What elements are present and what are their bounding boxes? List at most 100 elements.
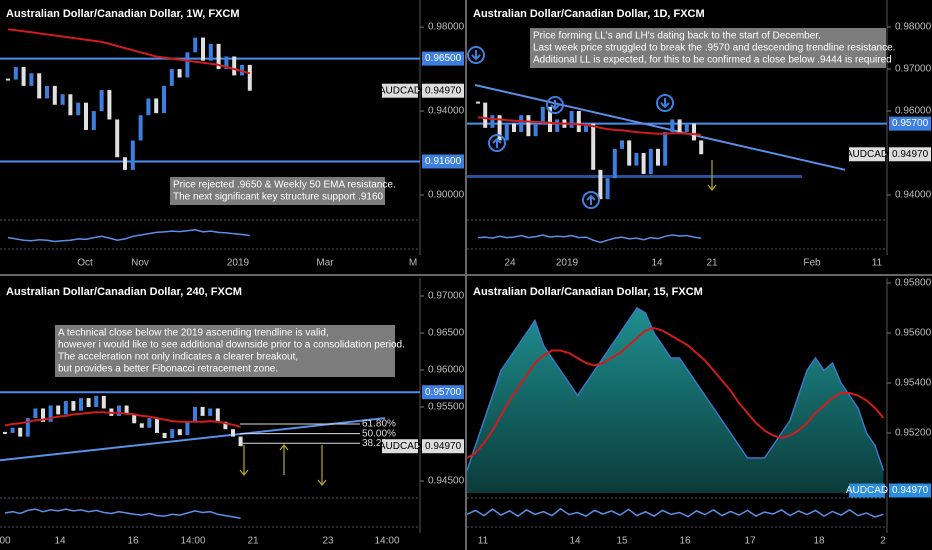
candle bbox=[598, 169, 603, 200]
annotation-text: however i would like to see additional d… bbox=[58, 340, 405, 351]
x-tick-label: 15 bbox=[616, 536, 628, 547]
level-label: 0.95700 bbox=[892, 118, 929, 129]
candle bbox=[162, 432, 167, 439]
candle bbox=[56, 405, 61, 415]
y-tick-label: 0.94000 bbox=[428, 106, 465, 117]
symbol-label: AUDCAD bbox=[379, 85, 421, 96]
candle bbox=[208, 43, 213, 61]
x-tick-label: 21 bbox=[247, 536, 259, 547]
level-label: 0.96500 bbox=[425, 53, 462, 64]
candle bbox=[33, 408, 38, 419]
oscillator-line bbox=[466, 507, 884, 518]
y-tick-label: 0.96000 bbox=[895, 106, 932, 117]
last-price-label: 0.94970 bbox=[892, 149, 929, 160]
x-tick-label: 11 bbox=[872, 258, 883, 269]
candle bbox=[21, 66, 26, 86]
y-tick-label: 0.95200 bbox=[895, 428, 932, 439]
y-tick-label: 0.97000 bbox=[895, 64, 932, 75]
x-tick-label: Oct bbox=[77, 258, 93, 269]
candle bbox=[497, 115, 502, 141]
symbol-box bbox=[849, 147, 885, 162]
candle bbox=[45, 85, 49, 99]
candle bbox=[169, 69, 174, 86]
decorations bbox=[239, 46, 717, 486]
candle bbox=[130, 140, 135, 170]
candle bbox=[240, 64, 244, 76]
candle bbox=[540, 106, 545, 124]
area-line bbox=[466, 306, 885, 471]
annotation-box bbox=[170, 177, 385, 205]
projection-arrow bbox=[239, 445, 249, 476]
x-tick-label: 2019 bbox=[227, 258, 250, 269]
candle bbox=[101, 395, 106, 409]
candle bbox=[533, 123, 538, 137]
candle bbox=[76, 102, 81, 116]
y-tick-label: 0.94500 bbox=[428, 476, 465, 487]
y-tick-label: 0.96500 bbox=[428, 328, 465, 339]
y-tick-label: 0.98000 bbox=[428, 22, 465, 33]
ema-line bbox=[4, 411, 241, 428]
annotation-text: The acceleration not only indicates a cl… bbox=[58, 352, 298, 363]
candle bbox=[641, 153, 646, 175]
candle bbox=[663, 132, 668, 166]
annotation-box bbox=[55, 325, 395, 377]
candle bbox=[223, 421, 228, 430]
candle bbox=[115, 119, 120, 158]
candle bbox=[656, 148, 660, 166]
annotation-text: Price forming LL's and LH's dating back … bbox=[533, 31, 821, 42]
fib-label: 50.00% bbox=[362, 428, 396, 439]
candle bbox=[52, 85, 57, 105]
candle bbox=[99, 90, 104, 112]
candle bbox=[677, 119, 682, 133]
candle bbox=[84, 102, 88, 130]
trendline bbox=[474, 83, 846, 171]
arrow-glyphs bbox=[471, 50, 670, 205]
candle bbox=[117, 405, 121, 416]
oscillator-line bbox=[4, 508, 241, 519]
candle bbox=[584, 123, 588, 133]
candle bbox=[107, 90, 112, 120]
projection-arrow bbox=[317, 445, 327, 486]
candle bbox=[512, 123, 516, 133]
candle bbox=[177, 429, 182, 436]
candle bbox=[146, 98, 151, 116]
candle bbox=[124, 405, 129, 415]
candle bbox=[620, 140, 624, 149]
annotation-text: Last week price struggled to break the .… bbox=[533, 43, 895, 54]
last-price-box bbox=[889, 147, 931, 162]
x-tick-label: 00 bbox=[0, 536, 11, 547]
candle bbox=[25, 418, 30, 437]
chart-title: Australian Dollar/Canadian Dollar, 1W, F… bbox=[6, 8, 240, 20]
candle bbox=[576, 111, 581, 133]
candle bbox=[193, 407, 197, 422]
candle bbox=[10, 427, 15, 433]
candle bbox=[29, 73, 34, 86]
x-tick-label: 16 bbox=[127, 536, 139, 547]
x-tick-label: 14 bbox=[54, 536, 66, 547]
candle bbox=[231, 429, 235, 437]
candle bbox=[177, 69, 182, 78]
x-tick-label: 2019 bbox=[556, 258, 579, 269]
x-tick-label: Nov bbox=[131, 258, 149, 269]
last-price-label: 0.94970 bbox=[892, 485, 929, 496]
x-tick-label: 16 bbox=[679, 536, 691, 547]
projection-arrow bbox=[279, 444, 289, 475]
x-tick-label: 14 bbox=[651, 258, 663, 269]
area-fill bbox=[467, 308, 884, 493]
y-tick-label: 0.95800 bbox=[895, 278, 932, 289]
level-label-box bbox=[422, 51, 464, 66]
y-tick-label: 0.95600 bbox=[895, 328, 932, 339]
symbol-box bbox=[849, 483, 885, 498]
x-tick-label: 11 bbox=[478, 536, 489, 547]
x-tick-label: 21 bbox=[706, 258, 718, 269]
candle bbox=[123, 157, 127, 170]
annotation-box bbox=[530, 28, 886, 68]
chart-title: Australian Dollar/Canadian Dollar, 15, F… bbox=[473, 286, 703, 298]
candle bbox=[139, 423, 144, 428]
candle bbox=[569, 111, 574, 128]
candle bbox=[6, 78, 10, 81]
candle bbox=[170, 429, 175, 439]
symbol-label: AUDCAD bbox=[846, 149, 888, 160]
candle bbox=[238, 436, 243, 447]
x-tick-label: 23 bbox=[322, 536, 334, 547]
